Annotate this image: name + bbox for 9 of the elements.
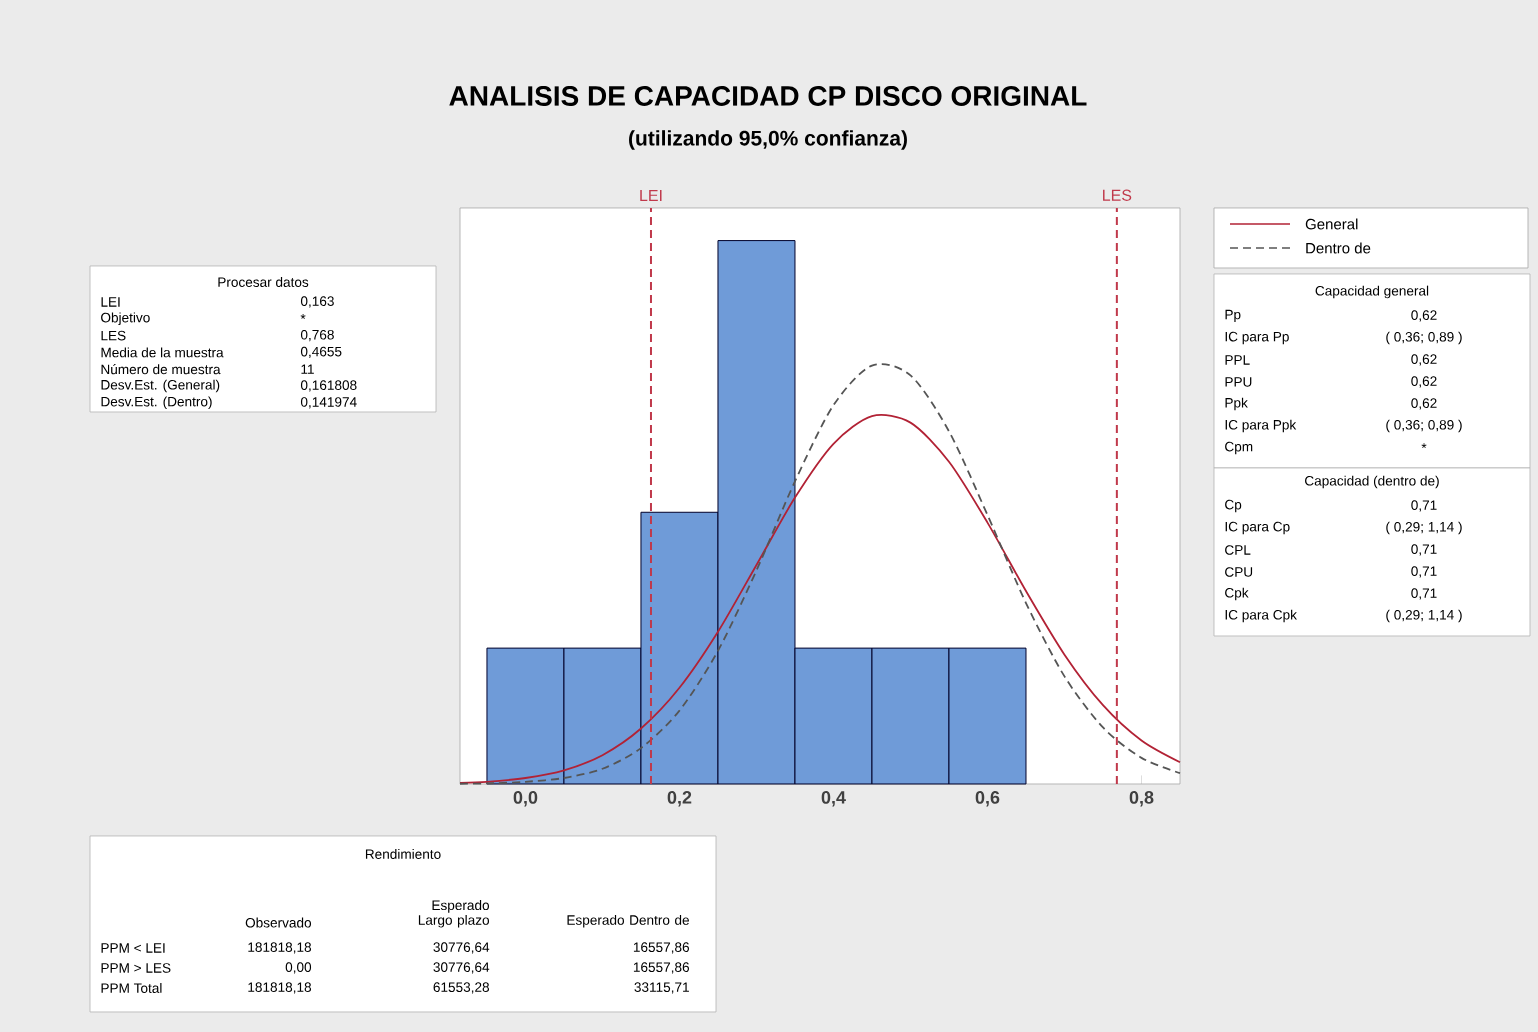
x-tick-label: 0,8 bbox=[1129, 791, 1154, 807]
x-tick-label: 0,4 bbox=[821, 791, 846, 807]
chart-title: ANALISIS DE CAPACIDAD CP DISCO ORIGINAL bbox=[449, 86, 1087, 106]
ref-line-label: LES bbox=[1103, 189, 1132, 201]
chart-subtitle: (utilizando 95,0% confianza) bbox=[629, 130, 907, 150]
x-tick-label: 0,0 bbox=[513, 791, 538, 807]
ref-line-label: LEI bbox=[640, 189, 662, 201]
x-tick-label: 0,2 bbox=[667, 791, 692, 807]
x-tick-label: 0,6 bbox=[975, 791, 1000, 807]
